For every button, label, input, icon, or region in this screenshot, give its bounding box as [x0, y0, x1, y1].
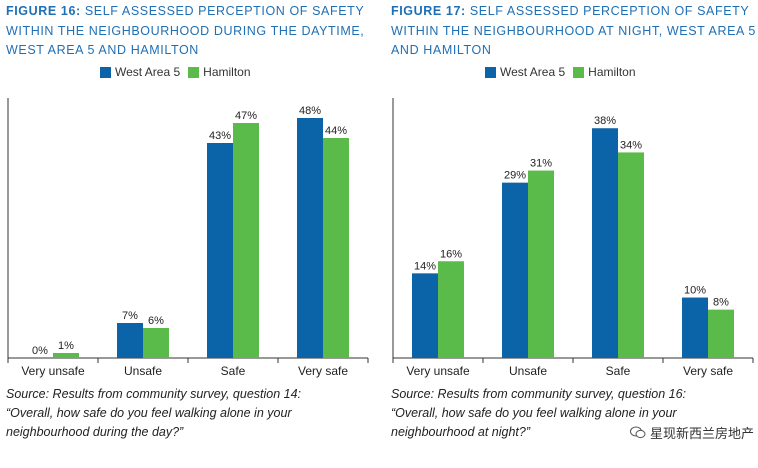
figure-16-panel: FIGURE 16: SELF ASSESSED PERCEPTION OF S… [0, 0, 370, 468]
watermark: 星现新西兰房地产 [629, 423, 754, 442]
bar-hamilton [708, 309, 734, 358]
bar-west-area-5 [207, 143, 233, 358]
source-line: “Overall, how safe do you feel walking a… [391, 406, 677, 420]
legend-item-west-area-5: West Area 5 [100, 65, 180, 79]
x-tick-label: Very safe [683, 364, 733, 378]
data-label: 31% [530, 158, 552, 170]
legend-item-hamilton: Hamilton [573, 65, 636, 79]
figure-title-text: SELF ASSESSED PERCEPTION OF SAFETY WITHI… [391, 4, 756, 57]
x-tick-label: Very unsafe [21, 364, 85, 378]
legend-swatch-hamilton [188, 66, 200, 78]
data-label: 14% [414, 260, 436, 272]
source-note: Source: Results from community survey, q… [391, 385, 751, 442]
bar-hamilton [438, 261, 464, 358]
x-tick-label: Safe [221, 364, 246, 378]
bar-west-area-5 [412, 273, 438, 358]
x-tick-label: Unsafe [509, 364, 547, 378]
source-line: neighbourhood during the day?” [6, 425, 184, 439]
data-label: 38% [594, 115, 616, 127]
bar-hamilton [53, 353, 79, 358]
bar-hamilton [323, 138, 349, 358]
source-line: Source: Results from community survey, q… [391, 387, 687, 401]
data-label: 43% [209, 130, 231, 142]
bar-west-area-5 [592, 128, 618, 358]
figure-17-panel: FIGURE 17: SELF ASSESSED PERCEPTION OF S… [385, 0, 755, 468]
chart-title: FIGURE 16: SELF ASSESSED PERCEPTION OF S… [6, 2, 371, 61]
data-label: 44% [325, 125, 347, 137]
data-label: 34% [620, 139, 642, 151]
data-label: 48% [299, 105, 321, 117]
x-tick-label: Very unsafe [406, 364, 470, 378]
legend-item-hamilton: Hamilton [188, 65, 251, 79]
figure-title-text: SELF ASSESSED PERCEPTION OF SAFETY WITHI… [6, 4, 365, 57]
bar-west-area-5 [117, 323, 143, 358]
source-line: “Overall, how safe do you feel walking a… [6, 406, 292, 420]
watermark-text: 星现新西兰房地产 [649, 427, 754, 442]
data-label: 47% [235, 110, 257, 122]
data-label: 16% [440, 248, 462, 260]
data-label: 29% [504, 170, 526, 182]
legend-label: West Area 5 [115, 65, 181, 79]
bar-west-area-5 [297, 118, 323, 358]
data-label: 6% [148, 315, 164, 327]
data-label: 1% [58, 340, 74, 352]
legend-label: Hamilton [203, 65, 251, 79]
legend-label: West Area 5 [500, 65, 566, 79]
data-label: 10% [684, 285, 706, 297]
bar-hamilton [233, 123, 259, 358]
bar-hamilton [528, 170, 554, 358]
bar-hamilton [143, 328, 169, 358]
source-note: Source: Results from community survey, q… [6, 385, 366, 442]
x-tick-label: Unsafe [124, 364, 162, 378]
data-label: 7% [122, 310, 138, 322]
data-label: 0% [32, 345, 48, 357]
data-label: 8% [713, 297, 729, 309]
chart-legend: West Area 5 Hamilton [485, 64, 644, 80]
wechat-icon [629, 426, 646, 439]
bar-chart: 14% 16% Very unsafe 29% 31% Unsafe 38% 34% Safe 1… [392, 98, 754, 378]
figure-label: FIGURE 16: [6, 4, 81, 18]
chart-title: FIGURE 17: SELF ASSESSED PERCEPTION OF S… [391, 2, 756, 61]
bar-west-area-5 [682, 297, 708, 358]
legend-label: Hamilton [588, 65, 636, 79]
source-line: neighbourhood at night?” [391, 425, 531, 439]
source-line: Source: Results from community survey, q… [6, 387, 302, 401]
legend-swatch-west-area-5 [485, 66, 496, 78]
bar-hamilton [618, 152, 644, 358]
figure-label: FIGURE 17: [391, 4, 466, 18]
bar-west-area-5 [502, 182, 528, 358]
x-tick-label: Safe [606, 364, 631, 378]
legend-swatch-hamilton [573, 66, 585, 78]
bar-chart: 0% 1% Very unsafe 7% 6% Unsafe 43% 47% Safe 48% 44… [7, 98, 369, 378]
legend-swatch-west-area-5 [100, 66, 111, 78]
x-tick-label: Very safe [298, 364, 348, 378]
legend-item-west-area-5: West Area 5 [485, 65, 565, 79]
chart-legend: West Area 5 Hamilton [100, 64, 259, 80]
